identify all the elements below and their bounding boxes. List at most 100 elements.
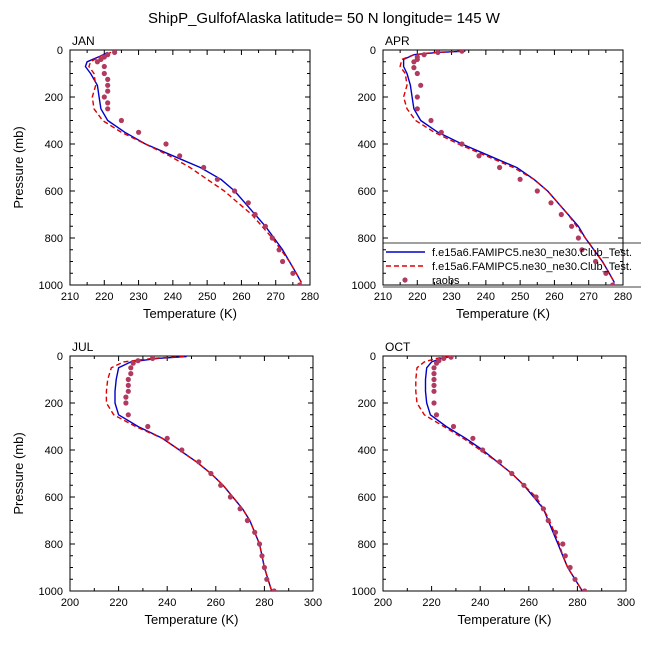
raob-point [125, 412, 131, 418]
raob-point [252, 211, 258, 218]
raob-point [552, 529, 559, 535]
y-tick-label: 600 [358, 186, 376, 198]
figure-title: ShipP_GulfofAlaska latitude= 50 N longit… [148, 10, 501, 27]
raob-point [476, 153, 482, 159]
x-tick-label: 240 [471, 597, 489, 609]
raob-point [411, 59, 417, 65]
plot-area [399, 50, 616, 285]
raob-point [177, 153, 183, 159]
x-tick-label: 230 [442, 291, 460, 303]
y-tick-label: 0 [57, 45, 63, 57]
raob-point [411, 65, 417, 71]
y-tick-label: 800 [45, 233, 63, 245]
raob-point [459, 141, 465, 147]
legend-entry-label: f.e15a6.FAMIPC5.ne30_ne30.Club_Test. [432, 247, 632, 259]
x-tick-label: 250 [198, 291, 216, 303]
raob-point [252, 529, 258, 535]
raob-point [105, 76, 111, 82]
y-tick-label: 0 [370, 351, 376, 363]
y-tick-label: 200 [45, 92, 63, 104]
raob-point [196, 459, 202, 465]
raob-point [227, 494, 233, 500]
raob-point [431, 365, 437, 371]
y-tick-label: 800 [358, 233, 376, 245]
x-tick-label: 220 [408, 291, 426, 303]
x-tick-label: 300 [617, 597, 635, 609]
y-tick-label: 0 [57, 351, 63, 363]
raob-point [470, 435, 476, 441]
raob-point [232, 188, 238, 194]
x-tick-label: 250 [511, 291, 529, 303]
x-axis-title: Temperature (K) [143, 306, 237, 321]
raob-point [136, 129, 142, 135]
raob-point [214, 176, 220, 182]
legend-entry-label: raobs [432, 275, 460, 287]
y-tick-label: 800 [45, 539, 63, 551]
raob-point [428, 117, 434, 124]
x-tick-label: 230 [129, 291, 147, 303]
raob-point [575, 235, 582, 241]
raob-point [572, 576, 578, 582]
raob-point [610, 282, 616, 285]
raob-point [560, 541, 566, 547]
raob-point [431, 376, 437, 383]
raob-point [517, 176, 523, 182]
panel-label: OCT [385, 340, 411, 354]
x-tick-label: 220 [422, 597, 440, 609]
raob-point [123, 400, 129, 406]
x-tick-label: 210 [61, 291, 79, 303]
raob-point [497, 459, 503, 465]
raob-point [150, 356, 156, 361]
raob-point [101, 70, 107, 77]
panel-label: JUL [72, 340, 94, 354]
raob-point [448, 356, 454, 360]
series-line-2 [88, 51, 303, 283]
raob-point [435, 50, 441, 55]
x-axis-title: Temperature (K) [458, 612, 552, 627]
raob-point [533, 494, 539, 500]
raob-point [125, 376, 131, 383]
raob-point [562, 553, 568, 559]
panel-jan: 210 220 230 240 250 260 270 280 0 200 400 600 800 100… [11, 34, 319, 321]
y-tick-label: 1000 [39, 586, 63, 598]
panel-oct: 200 220 240 260 280 300 0 200 400 600 800 1000 OCT Te… [352, 340, 636, 627]
x-tick-label: 260 [207, 597, 225, 609]
raob-point [414, 106, 420, 112]
raob-point [431, 382, 437, 388]
y-axis-title: Pressure (mb) [11, 432, 26, 514]
raob-point [262, 223, 268, 229]
x-tick-label: 200 [374, 597, 392, 609]
x-tick-label: 270 [580, 291, 598, 303]
raob-point [130, 360, 136, 366]
y-tick-label: 400 [358, 139, 376, 151]
x-tick-label: 280 [614, 291, 632, 303]
raob-point [421, 52, 427, 58]
raob-point [105, 100, 111, 106]
y-tick-label: 200 [45, 398, 63, 410]
x-tick-label: 220 [95, 291, 113, 303]
raob-point [433, 412, 440, 418]
raob-point [245, 200, 251, 206]
legend: f.e15a6.FAMIPC5.ne30_ne30.Club_Test. f.e1… [383, 242, 641, 288]
plot-area [84, 50, 303, 285]
raob-point [459, 50, 465, 54]
raob-point [237, 506, 243, 512]
legend-entry-label: f.e15a6.FAMIPC5.ne30_ne30.Club_Test. [432, 261, 632, 273]
raob-point [105, 106, 111, 112]
raob-point [105, 88, 111, 94]
x-tick-label: 260 [232, 291, 250, 303]
raob-point [125, 388, 131, 394]
y-tick-label: 0 [370, 45, 376, 57]
panel-label: JAN [72, 34, 95, 48]
y-tick-label: 1000 [39, 280, 63, 292]
x-tick-label: 210 [374, 291, 392, 303]
raob-point [112, 50, 118, 55]
y-tick-label: 1000 [352, 280, 376, 292]
raob-point [545, 517, 551, 524]
raob-point [264, 576, 270, 582]
series-line-2 [415, 356, 583, 591]
y-tick-label: 200 [358, 92, 376, 104]
raob-point [145, 423, 151, 430]
raob-point [431, 388, 437, 394]
